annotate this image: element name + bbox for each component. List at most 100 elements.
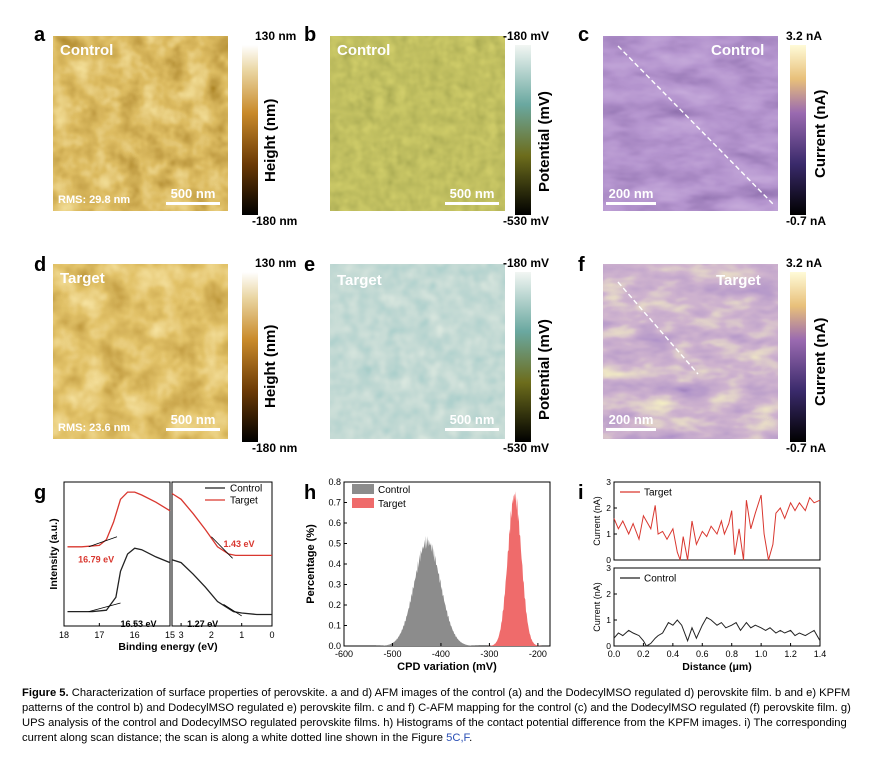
y-tick-label: 1 [606,529,611,539]
y-tick-label: 0 [606,555,611,565]
scale-bar-label: 200 nm [608,412,654,427]
y-axis-label: Current (nA) [592,582,602,632]
y-tick-label: 0.3 [328,580,341,590]
tangent-line [88,536,118,548]
plot-frame [613,567,821,647]
y-tick-label: 3 [606,563,611,573]
colorbar-title: Potential (mV) [536,319,553,420]
caption-text: Characterization of surface properties o… [22,687,851,744]
caption-label: Figure 5. [22,687,69,699]
x-tick-label: 0.6 [696,649,709,659]
scale-bar: 200 nm [606,186,656,205]
panel-label-h: h [304,482,317,504]
panel-label-d: d [34,254,47,276]
x-tick-label: 2 [209,630,214,640]
annotation: 16.53 eV [121,619,157,629]
scale-bar: 500 nm [445,186,499,205]
panel-label-b: b [304,24,317,46]
x-tick-label: 0.2 [637,649,650,659]
legend-swatch [352,484,374,494]
colorbar-title: Height (nm) [262,98,279,182]
scale-bar-label: 500 nm [170,412,216,427]
colorbar-title: Height (nm) [262,324,279,408]
legend-label: Control [230,484,262,495]
y-tick-label: 0 [606,641,611,651]
panel-label-c: c [578,24,590,46]
series-line-target-right [171,492,272,557]
scale-bar-label: 200 nm [608,186,654,201]
x-tick-label: -600 [335,649,353,659]
x-axis-label: Binding energy (eV) [118,641,217,653]
y-tick-label: 0.5 [328,539,341,549]
series-line-control-right [171,559,272,616]
rms-label: RMS: 23.6 nm [58,422,131,434]
colorbar-max: -180 mV [503,256,550,270]
legend-swatch [352,498,374,508]
current-profile-chart: 0 1 2 3 Current (nA) Target 0 1 2 3 Current (nA) Co… [592,477,826,673]
ups-chart: 18 17 16 15 3 2 1 0 Binding energy (eV) Intensity… [48,481,275,653]
scale-bar: 500 nm [166,186,220,205]
cafm-image-target [603,264,778,439]
x-tick-label: -400 [432,649,450,659]
x-tick-label: -300 [480,649,498,659]
colorbar-max: -180 mV [503,29,550,43]
panel-label-f: f [578,254,585,276]
colorbar-potential [515,45,531,215]
scale-bar-label: 500 nm [170,186,216,201]
scale-bar-label: 500 nm [449,412,495,427]
rms-label: RMS: 29.8 nm [58,194,131,206]
colorbar-min: -180 nm [252,441,298,455]
y-tick-label: 0.7 [328,498,341,508]
legend-label: Target [230,496,258,507]
image-tag: Target [60,270,105,287]
tangent-line [211,536,233,559]
panel-label-g: g [34,482,47,504]
colorbar-title: Current (nA) [812,89,829,178]
x-tick-label: 1.2 [784,649,797,659]
panel-label-a: a [34,24,46,46]
x-tick-label: 18 [59,630,69,640]
y-tick-label: 0.0 [328,641,341,651]
colorbar-height [242,272,258,442]
y-tick-label: 2 [606,503,611,513]
colorbar-min: -530 mV [503,214,550,228]
colorbar-min: -0.7 nA [786,214,827,228]
panel-label-e: e [304,254,316,276]
plot-frame [613,481,821,561]
y-tick-label: 0.4 [328,559,341,569]
legend-label: Target [378,499,406,510]
scale-bar: 500 nm [166,412,220,431]
image-tag: Target [337,272,382,289]
figure-caption: Figure 5. Characterization of surface pr… [22,686,867,746]
y-tick-label: 2 [606,589,611,599]
scale-bar: 500 nm [445,412,499,431]
image-tag: Target [716,272,761,289]
colorbar-max: 3.2 nA [786,29,823,43]
colorbar-height [242,45,258,215]
caption-figure-link[interactable]: 5C,F [446,732,470,744]
tangent-line [88,602,121,612]
image-tag: Control [711,42,765,59]
annotation: 1.43 eV [224,539,255,549]
annotation: 1.27 eV [187,619,218,629]
x-tick-label: 0.0 [608,649,621,659]
x-tick-label: 0.8 [725,649,738,659]
x-tick-label: 16 [130,630,140,640]
colorbar-potential [515,272,531,442]
x-tick-label: 1.0 [755,649,768,659]
series-line-target [613,494,821,561]
caption-end: . [469,732,473,744]
legend-label: Target [644,488,672,499]
x-tick-label: 15 [165,630,175,640]
x-tick-label: -500 [383,649,401,659]
afm-image-target [53,264,228,439]
image-tag: Control [337,42,391,59]
y-tick-label: 1 [606,615,611,625]
x-tick-label: 1 [239,630,244,640]
kpfm-image-control [330,36,505,211]
y-tick-label: 0.8 [328,477,341,487]
y-axis-label: Current (nA) [592,496,602,546]
legend-label: Control [378,485,410,496]
scale-bar-label: 500 nm [449,186,495,201]
series-line-target-left [67,491,171,548]
